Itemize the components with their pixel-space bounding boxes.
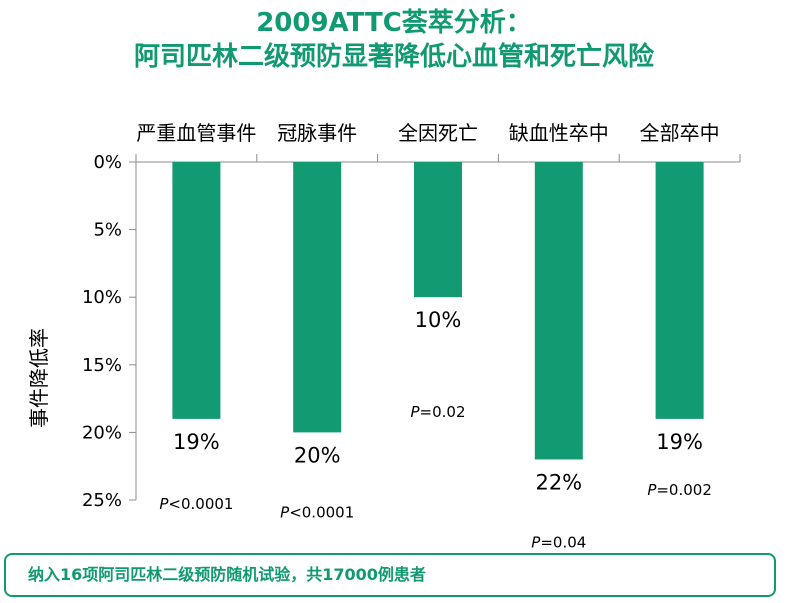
p-value-label: P<0.0001 [280,503,354,521]
category-label: 缺血性卒中 [509,121,609,145]
p-value-label: P<0.0001 [159,495,233,513]
p-value-label: P=0.04 [531,533,586,551]
data-label: 19% [173,430,220,454]
data-label: 19% [656,430,703,454]
y-tick-label: 25% [82,490,122,511]
chart-title-line2: 阿司匹林二级预防显著降低心血管和死亡风险 [133,42,654,72]
bar [534,162,583,460]
bar [414,162,462,298]
y-tick-label: 0% [93,152,122,173]
bar [293,162,342,433]
bar [655,162,704,419]
category-label: 全部卒中 [640,121,720,145]
bar [172,162,221,419]
y-tick-label: 20% [82,422,122,443]
y-tick-label: 10% [82,287,122,308]
p-value-label: P=0.02 [410,403,465,421]
category-label: 严重血管事件 [136,121,256,145]
y-axis-label: 事件降低率 [27,328,51,428]
bar-chart: 0% 5% 10% 15% 20% 25% 严重血管事件 冠脉事件 全因死亡 缺血性卒中 全部卒中… [27,121,741,551]
y-tick-label: 15% [82,355,122,376]
p-value-label: P=0.002 [647,481,712,499]
y-tick-label: 5% [93,220,122,241]
data-label: 22% [535,470,582,494]
footer-note: 纳入16项阿司匹林二级预防随机试验，共17000例患者 [4,553,776,597]
category-label: 冠脉事件 [277,121,357,145]
data-label: 20% [294,443,341,467]
chart-title-line1: 2009ATTC荟萃分析： [256,8,532,38]
category-label: 全因死亡 [398,121,478,145]
data-label: 10% [415,308,462,332]
